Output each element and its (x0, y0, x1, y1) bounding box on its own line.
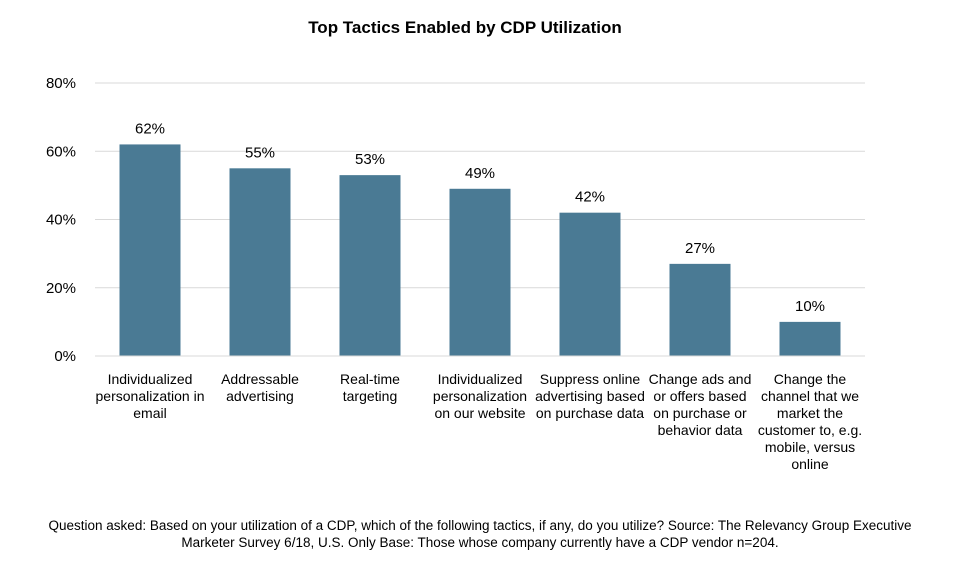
bar (669, 263, 731, 356)
category-label: Change ads and or offers based on purcha… (648, 371, 752, 438)
data-label: 62% (135, 120, 165, 137)
data-label: 49% (465, 165, 495, 182)
bar (339, 175, 401, 356)
category-label: Addressable advertising (221, 371, 299, 404)
category-label: Change the channel that we market the cu… (757, 371, 863, 472)
chart-title: Top Tactics Enabled by CDP Utilization (308, 18, 622, 37)
category-label: Suppress online advertising based on pur… (535, 371, 645, 421)
y-tick-label: 60% (46, 143, 76, 160)
y-tick-label: 20% (46, 280, 76, 297)
y-tick-label: 80% (46, 75, 76, 92)
bar (779, 321, 841, 356)
bar (229, 168, 291, 356)
bar (449, 188, 511, 356)
data-label: 55% (245, 144, 275, 161)
data-label: 27% (685, 240, 715, 257)
data-label: 42% (575, 189, 605, 206)
footnote: Question asked: Based on your utilizatio… (48, 518, 912, 550)
category-label: Individualized personalization on our we… (432, 371, 528, 421)
bar (119, 144, 181, 356)
category-label: Individualized personalization in email (95, 371, 205, 421)
data-label: 53% (355, 151, 385, 168)
data-label: 10% (795, 298, 825, 315)
category-label: Real-time targeting (340, 371, 400, 404)
bar (559, 212, 621, 356)
y-tick-label: 40% (46, 212, 76, 229)
y-tick-label: 0% (54, 348, 76, 365)
